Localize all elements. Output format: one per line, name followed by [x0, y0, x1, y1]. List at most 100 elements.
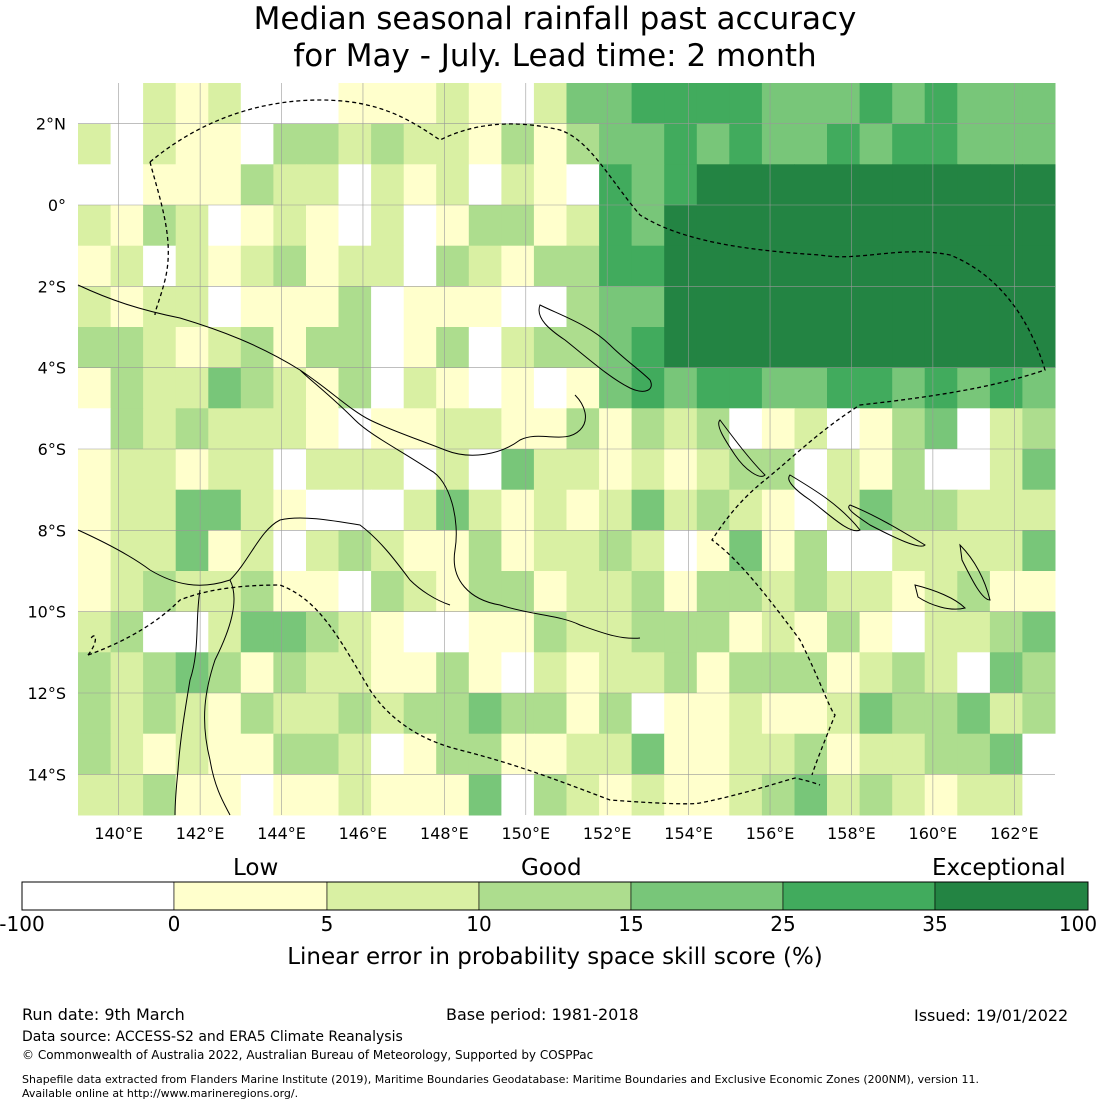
grid-cell — [273, 123, 307, 165]
grid-cell — [338, 611, 372, 653]
grid-cell — [989, 164, 1023, 206]
grid-cell — [273, 652, 307, 694]
grid-cell — [501, 408, 535, 450]
grid-cell — [208, 652, 242, 694]
grid-cell — [533, 489, 567, 531]
grid-cell — [371, 571, 405, 613]
grid-cell — [468, 327, 502, 369]
grid-cell — [566, 774, 600, 816]
grid-cell — [501, 733, 535, 775]
grid-cell — [175, 83, 209, 125]
grid-cell — [566, 611, 600, 653]
lon-tick-label: 162°E — [990, 824, 1039, 843]
grid-cell — [794, 164, 828, 206]
grid-cell — [338, 571, 372, 613]
grid-cell — [533, 733, 567, 775]
grid-cell — [664, 164, 698, 206]
grid-cell — [1022, 245, 1056, 287]
grid-cell — [436, 693, 470, 735]
grid-cell — [436, 327, 470, 369]
grid-cell — [208, 733, 242, 775]
grid-cell — [794, 408, 828, 450]
grid-cell — [78, 123, 112, 165]
grid-cell — [208, 286, 242, 328]
grid-cell — [696, 449, 730, 491]
grid-cell — [924, 774, 958, 816]
grid-cell — [78, 774, 112, 816]
grid-cell — [533, 652, 567, 694]
grid-cell — [403, 489, 437, 531]
grid-cell — [631, 83, 665, 125]
grid-cell — [110, 449, 144, 491]
grid-cell — [664, 489, 698, 531]
grid-cell — [794, 693, 828, 735]
grid-cell — [533, 530, 567, 572]
grid-cell — [859, 774, 893, 816]
grid-cell — [892, 611, 926, 653]
grid-cell — [696, 611, 730, 653]
grid-cell — [696, 571, 730, 613]
lon-tick-label: 158°E — [827, 824, 876, 843]
grid-cell — [957, 530, 991, 572]
grid-cell — [208, 408, 242, 450]
grid-cell — [761, 286, 795, 328]
grid-cell — [827, 205, 861, 247]
grid-cell — [957, 693, 991, 735]
grid-cell — [338, 123, 372, 165]
grid-cell — [729, 123, 763, 165]
grid-cell — [696, 530, 730, 572]
grid-cell — [924, 205, 958, 247]
grid-cell — [143, 774, 177, 816]
grid-cell — [208, 693, 242, 735]
grid-cell — [338, 733, 372, 775]
grid-cell — [599, 489, 633, 531]
grid-cell — [273, 164, 307, 206]
grid-cell — [989, 83, 1023, 125]
grid-cell — [794, 530, 828, 572]
grid-cell — [436, 489, 470, 531]
grid-cell — [631, 449, 665, 491]
grid-cell — [859, 408, 893, 450]
grid-cell — [403, 245, 437, 287]
grid-cell — [240, 367, 274, 409]
grid-cell — [273, 205, 307, 247]
grid-cell — [794, 327, 828, 369]
lat-tick-label: 4°S — [38, 359, 66, 378]
grid-cell — [403, 367, 437, 409]
grid-cell — [631, 733, 665, 775]
base-period: Base period: 1981-2018 — [446, 1005, 639, 1024]
grid-cell — [664, 693, 698, 735]
grid-cell — [208, 327, 242, 369]
grid-cell — [761, 530, 795, 572]
grid-cell — [664, 367, 698, 409]
grid-cell — [794, 245, 828, 287]
grid-cell — [696, 652, 730, 694]
grid-cell — [664, 408, 698, 450]
grid-cell — [143, 571, 177, 613]
grid-cell — [273, 611, 307, 653]
grid-cell — [306, 327, 340, 369]
grid-cell — [794, 83, 828, 125]
grid-cell — [143, 205, 177, 247]
grid-cell — [696, 83, 730, 125]
new-britain-coast — [538, 304, 652, 392]
grid-cell — [957, 611, 991, 653]
grid-cell — [208, 571, 242, 613]
grid-cell — [892, 286, 926, 328]
grid-cell — [664, 449, 698, 491]
grid-cell — [664, 530, 698, 572]
grid-cell — [827, 164, 861, 206]
grid-cell — [892, 205, 926, 247]
grid-cell — [403, 693, 437, 735]
grid-cell — [827, 530, 861, 572]
grid-cell — [208, 489, 242, 531]
grid-cell — [371, 123, 405, 165]
grid-cell — [989, 693, 1023, 735]
grid-cell — [403, 164, 437, 206]
grid-cell — [664, 611, 698, 653]
grid-cell — [599, 123, 633, 165]
grid-cell — [859, 733, 893, 775]
grid-cell — [436, 571, 470, 613]
grid-cell — [566, 530, 600, 572]
